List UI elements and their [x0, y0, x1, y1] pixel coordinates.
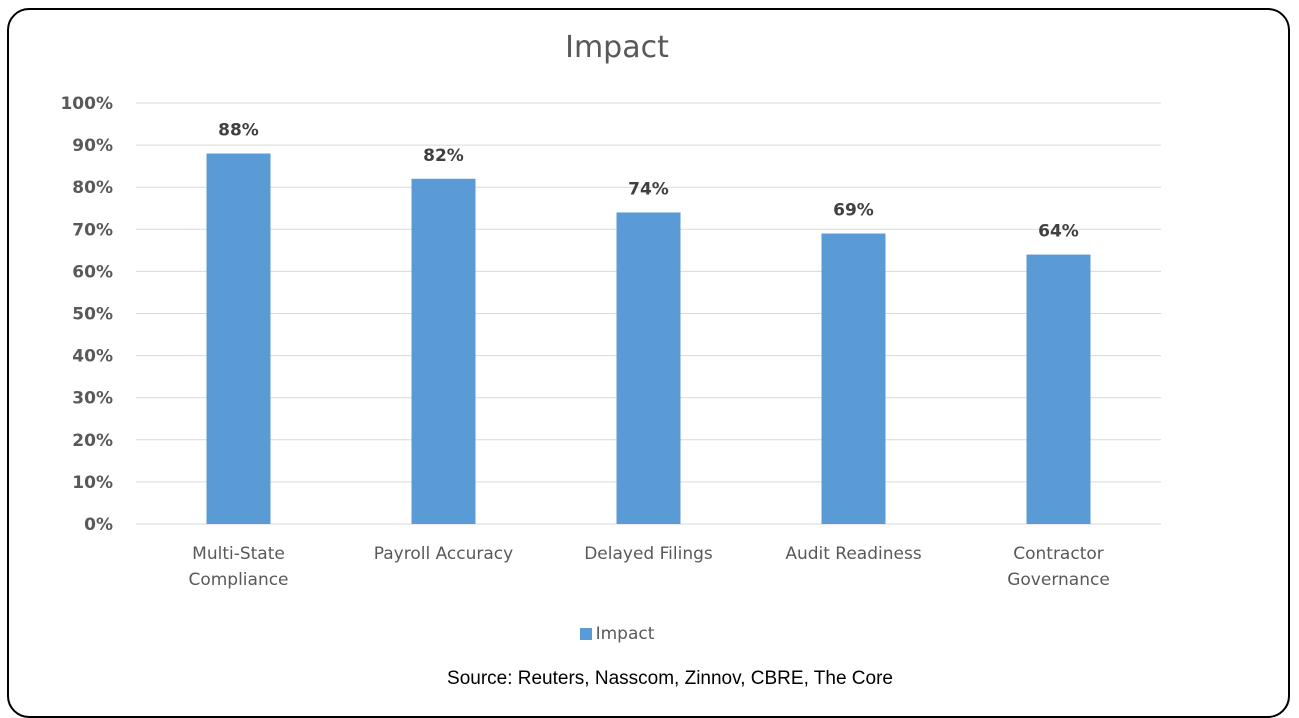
y-axis-ticks: 0% 10% 20% 30% 40% 50% 60% 70% 80% 90% 100% [60, 94, 113, 535]
y-tick-label: 30% [72, 389, 113, 409]
legend-swatch [579, 628, 592, 640]
x-category-label: Contractor [1013, 544, 1104, 564]
data-label: 88% [218, 121, 259, 141]
data-label: 69% [833, 201, 874, 221]
bar [411, 178, 476, 524]
x-category-label: Audit Readiness [785, 544, 922, 564]
bar [821, 233, 886, 524]
y-tick-label: 100% [60, 94, 113, 114]
bar [616, 212, 681, 524]
x-axis-categories: Multi-State Compliance Payroll Accuracy Del… [188, 544, 1109, 590]
y-tick-label: 0% [84, 515, 113, 535]
x-category-label: Governance [1007, 570, 1110, 590]
x-category-label: Delayed Filings [584, 544, 713, 564]
chart-title: Impact [565, 30, 669, 65]
y-tick-label: 60% [72, 262, 113, 282]
y-tick-label: 70% [72, 220, 113, 240]
y-tick-label: 10% [72, 473, 113, 493]
bars [206, 153, 1091, 524]
y-tick-label: 40% [72, 347, 113, 367]
x-category-label: Payroll Accuracy [374, 544, 513, 564]
data-label: 82% [423, 146, 464, 166]
data-label: 64% [1038, 222, 1079, 242]
data-label: 74% [628, 179, 669, 199]
y-tick-label: 80% [72, 178, 113, 198]
x-category-label: Compliance [188, 570, 288, 590]
source-note: Source: Reuters, Nasscom, Zinnov, CBRE, … [447, 668, 893, 689]
bar [206, 153, 271, 524]
x-category-label: Multi-State [192, 544, 285, 564]
y-tick-label: 50% [72, 305, 113, 325]
data-labels: 88% 82% 74% 69% 64% [218, 121, 1079, 242]
y-tick-label: 90% [72, 136, 113, 156]
legend-label: Impact [595, 624, 655, 644]
legend: Impact [0, 624, 1234, 644]
bar [1026, 254, 1091, 524]
y-tick-label: 20% [72, 431, 113, 451]
